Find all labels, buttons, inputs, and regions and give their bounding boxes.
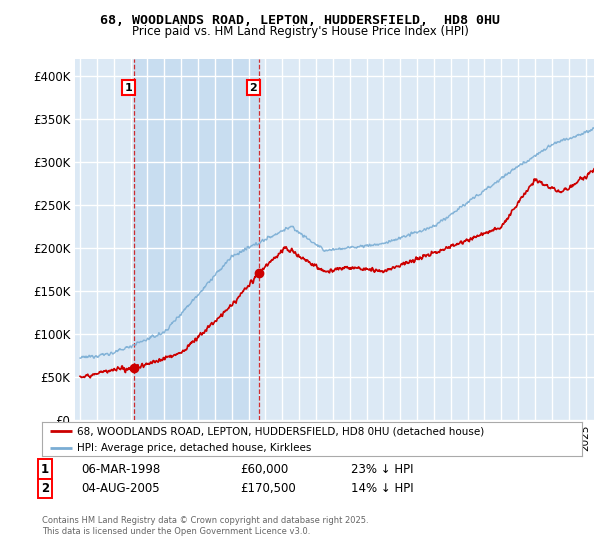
Text: 23% ↓ HPI: 23% ↓ HPI	[351, 463, 413, 476]
Text: 1: 1	[125, 83, 133, 93]
Text: £60,000: £60,000	[240, 463, 288, 476]
Text: £170,500: £170,500	[240, 482, 296, 495]
Text: Price paid vs. HM Land Registry's House Price Index (HPI): Price paid vs. HM Land Registry's House …	[131, 25, 469, 38]
Bar	[134, 59, 259, 420]
Text: 2: 2	[41, 482, 49, 495]
Text: 04-AUG-2005: 04-AUG-2005	[81, 482, 160, 495]
Text: 1: 1	[41, 463, 49, 476]
Text: 14% ↓ HPI: 14% ↓ HPI	[351, 482, 413, 495]
Text: 68, WOODLANDS ROAD, LEPTON, HUDDERSFIELD,  HD8 0HU: 68, WOODLANDS ROAD, LEPTON, HUDDERSFIELD…	[100, 14, 500, 27]
Text: HPI: Average price, detached house, Kirklees: HPI: Average price, detached house, Kirk…	[77, 443, 311, 452]
Text: 68, WOODLANDS ROAD, LEPTON, HUDDERSFIELD, HD8 0HU (detached house): 68, WOODLANDS ROAD, LEPTON, HUDDERSFIELD…	[77, 426, 484, 436]
Text: 2: 2	[250, 83, 257, 93]
Text: Contains HM Land Registry data © Crown copyright and database right 2025.
This d: Contains HM Land Registry data © Crown c…	[42, 516, 368, 536]
Text: 06-MAR-1998: 06-MAR-1998	[81, 463, 160, 476]
